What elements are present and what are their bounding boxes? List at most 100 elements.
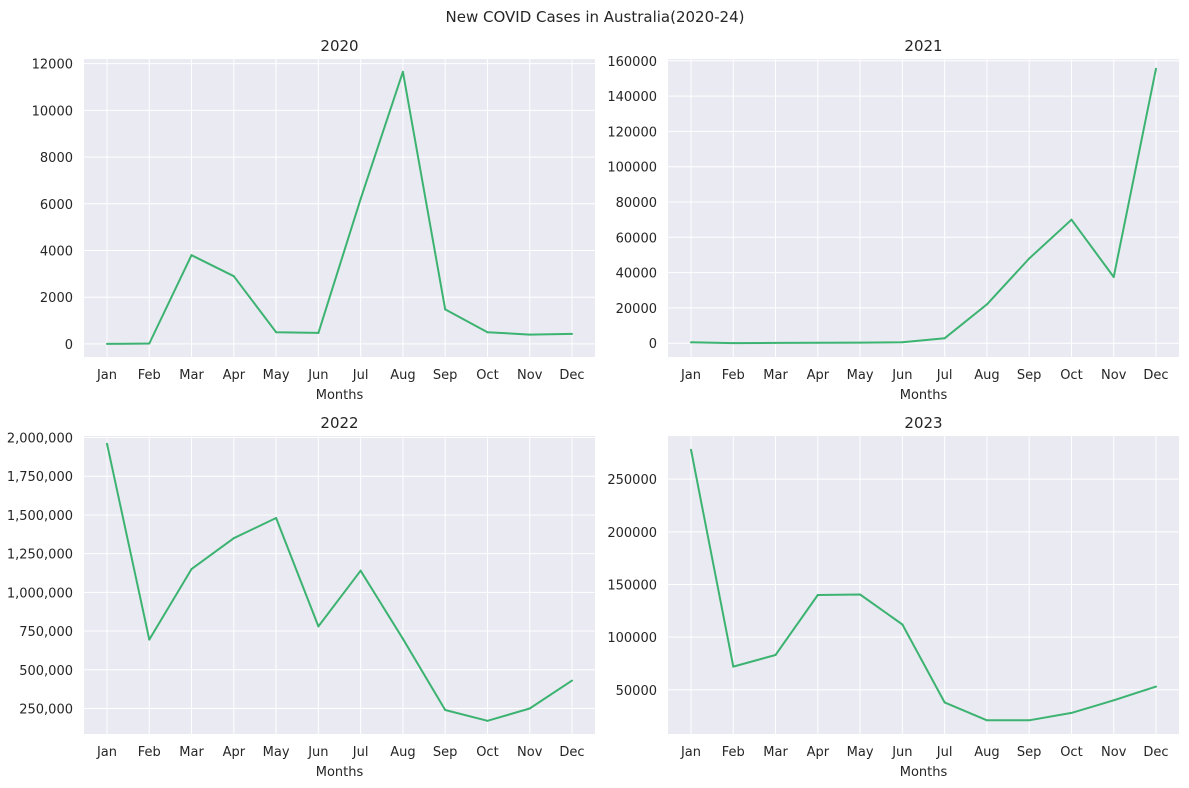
y-tick-label: 10000 — [32, 104, 73, 119]
plot-area — [668, 436, 1179, 734]
x-tick-label: Aug — [974, 745, 999, 760]
y-tick-label: 140000 — [607, 90, 657, 105]
data-point — [689, 448, 692, 451]
y-tick-label: 0 — [65, 338, 73, 353]
y-tick-label: 0 — [649, 337, 657, 352]
x-tick-label: Nov — [1101, 368, 1127, 383]
subplot-2021: Jan Feb Mar Apr May Jun Jul Aug Sep Oct Nov Dec 0 200… — [607, 37, 1179, 403]
x-tick-label: Sep — [1017, 368, 1042, 383]
data-point — [275, 517, 278, 520]
x-tick-label: Apr — [223, 368, 246, 383]
series-line — [690, 68, 1157, 345]
data-point — [1155, 67, 1158, 70]
data-point — [689, 341, 692, 344]
y-tick-label: 1,500,000 — [7, 509, 73, 524]
x-tick-label: Oct — [1060, 368, 1082, 383]
x-tick-label: Mar — [179, 368, 204, 383]
y-tick-label: 40000 — [616, 267, 657, 282]
data-point — [232, 537, 235, 540]
x-tick-label: Aug — [390, 745, 415, 760]
plot-area — [668, 59, 1179, 357]
data-point — [359, 569, 362, 572]
y-tick-label: 1,250,000 — [7, 548, 73, 563]
data-point — [774, 341, 777, 344]
data-point — [232, 275, 235, 278]
data-point — [1070, 218, 1073, 221]
data-point — [190, 568, 193, 571]
x-tick-label: Nov — [517, 368, 543, 383]
data-point — [444, 709, 447, 712]
x-tick-label: Jun — [891, 745, 912, 760]
x-tick-label: Apr — [807, 368, 830, 383]
y-tick-label: 20000 — [616, 302, 657, 317]
data-point — [732, 665, 735, 668]
data-point — [105, 442, 108, 445]
x-tick-label: Jun — [307, 368, 328, 383]
data-point — [317, 625, 320, 628]
x-tick-label: Feb — [138, 368, 161, 383]
data-point — [528, 707, 531, 710]
x-tick-label: Jul — [936, 745, 953, 760]
x-tick-label: Jan — [96, 745, 117, 760]
data-point — [859, 593, 862, 596]
y-tick-label: 200000 — [607, 526, 657, 541]
x-tick-label: Sep — [433, 368, 458, 383]
x-tick-label: Jan — [680, 368, 701, 383]
x-tick-label: Nov — [1101, 745, 1127, 760]
x-tick-label: Mar — [763, 745, 788, 760]
x-tick-label: Feb — [722, 745, 745, 760]
y-tick-label: 120000 — [607, 125, 657, 140]
x-tick-label: Mar — [179, 745, 204, 760]
subplot-title: 2022 — [320, 414, 358, 432]
series-line — [106, 70, 573, 345]
y-tick-label: 100000 — [607, 161, 657, 176]
x-tick-label: Dec — [1143, 745, 1168, 760]
data-point — [444, 308, 447, 311]
y-tick-label: 50000 — [616, 684, 657, 699]
data-point — [816, 341, 819, 344]
y-tick-label: 4000 — [40, 245, 73, 260]
y-tick-label: 150000 — [607, 578, 657, 593]
data-point — [943, 701, 946, 704]
subplot-title: 2023 — [904, 414, 942, 432]
x-tick-label: May — [263, 745, 290, 760]
data-point — [148, 342, 151, 345]
y-tick-label: 160000 — [607, 55, 657, 70]
x-tick-label: Jun — [891, 368, 912, 383]
x-tick-label: Apr — [807, 745, 830, 760]
y-tick-label: 500,000 — [19, 664, 73, 679]
x-tick-label: May — [847, 368, 874, 383]
x-tick-label: Jan — [680, 745, 701, 760]
data-point — [901, 341, 904, 344]
y-tick-label: 2,000,000 — [7, 432, 73, 447]
y-tick-label: 1,750,000 — [7, 470, 73, 485]
data-point — [943, 337, 946, 340]
x-tick-label: Nov — [517, 745, 543, 760]
subplot-title: 2021 — [904, 37, 942, 55]
data-point — [486, 331, 489, 334]
figure-suptitle: New COVID Cases in Australia(2020-24) — [446, 8, 745, 26]
y-tick-label: 12000 — [32, 58, 73, 73]
data-point — [1028, 257, 1031, 260]
x-tick-label: Sep — [1017, 745, 1042, 760]
x-tick-label: Dec — [1143, 368, 1168, 383]
data-point — [1112, 699, 1115, 702]
x-axis-label: Months — [316, 765, 364, 780]
x-tick-label: Jan — [96, 368, 117, 383]
data-point — [317, 331, 320, 334]
data-point — [1028, 719, 1031, 722]
x-tick-label: Oct — [476, 745, 498, 760]
x-tick-label: Aug — [974, 368, 999, 383]
x-tick-label: May — [263, 368, 290, 383]
x-tick-label: Sep — [433, 745, 458, 760]
data-point — [1070, 711, 1073, 714]
data-point — [486, 719, 489, 722]
subplot-2020: Jan Feb Mar Apr May Jun Jul Aug Sep Oct Nov Dec 0 200… — [32, 37, 595, 403]
x-axis-label: Months — [900, 388, 948, 403]
data-point — [985, 719, 988, 722]
data-point — [985, 303, 988, 306]
x-tick-label: Dec — [559, 745, 584, 760]
data-point — [401, 637, 404, 640]
y-tick-label: 1,000,000 — [7, 586, 73, 601]
x-tick-label: Dec — [559, 368, 584, 383]
